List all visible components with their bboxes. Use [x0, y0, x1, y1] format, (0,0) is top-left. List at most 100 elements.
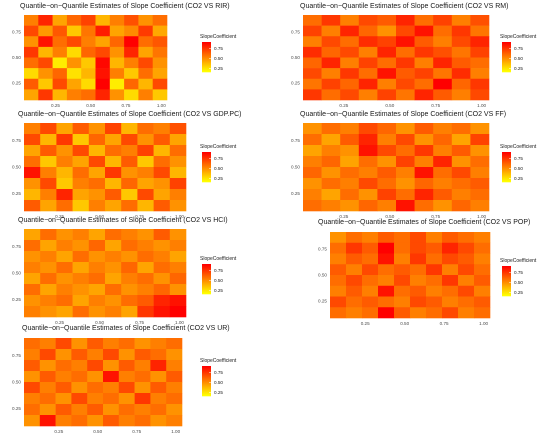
- heatmap-cell: [87, 382, 104, 394]
- heatmap-cell: [346, 253, 363, 265]
- heatmap-cell: [433, 89, 453, 101]
- heatmap-cell: [87, 371, 104, 383]
- heatmap-cell: [88, 229, 106, 241]
- heatmap-cell: [88, 306, 106, 318]
- heatmap-cell: [95, 57, 111, 69]
- heatmap-cell: [66, 89, 82, 101]
- heatmap-cell: [451, 15, 471, 26]
- heatmap-cell: [72, 240, 90, 252]
- heatmap-cell: [56, 306, 73, 318]
- heatmap-cell: [38, 36, 53, 48]
- heatmap-cell: [169, 123, 187, 135]
- heatmap-cell: [38, 46, 53, 58]
- heatmap-cell: [39, 382, 56, 394]
- legend-colorbar-segment: [202, 287, 211, 289]
- legend-colorbar-segment: [502, 171, 511, 173]
- legend-colorbar-segment: [502, 279, 511, 281]
- heatmap-cell: [330, 285, 347, 297]
- heatmap-cell: [24, 273, 41, 285]
- heatmap-cell: [134, 415, 151, 427]
- heatmap-cell: [39, 360, 56, 372]
- heatmap-cell: [124, 68, 139, 80]
- legend-colorbar-segment: [202, 68, 211, 70]
- legend-colorbar-segment: [202, 272, 211, 274]
- legend-colorbar-segment: [202, 49, 211, 51]
- y-tick-label: 0.75: [12, 30, 21, 35]
- heatmap-cell: [72, 178, 90, 190]
- heatmap-cell: [56, 189, 73, 201]
- heatmap-cell: [24, 15, 39, 26]
- heatmap-cell: [71, 404, 88, 416]
- heatmap-cell: [396, 46, 415, 58]
- x-tick-label: 0.75: [122, 103, 131, 108]
- legend-colorbar-segment: [502, 71, 511, 73]
- legend-colorbar-segment: [202, 42, 211, 44]
- legend-colorbar-segment: [202, 276, 211, 278]
- heatmap-cell: [24, 200, 41, 212]
- heatmap-cell: [118, 371, 135, 383]
- y-tick-label: 0.50: [12, 165, 21, 170]
- legend-colorbar-segment: [502, 269, 511, 271]
- legend-title: SlopeCoefficient: [200, 34, 237, 40]
- legend-colorbar-segment: [202, 64, 211, 66]
- heatmap-cell: [414, 46, 434, 58]
- heatmap-cell: [303, 57, 322, 69]
- legend-colorbar-segment: [202, 67, 211, 69]
- heatmap-cell: [121, 251, 138, 263]
- y-tick-label: 0.25: [12, 191, 21, 196]
- legend-colorbar-segment: [202, 58, 211, 60]
- legend-colorbar-segment: [202, 293, 211, 295]
- heatmap-cell: [150, 371, 167, 383]
- heatmap-cell: [474, 253, 491, 265]
- heatmap-cell: [109, 15, 125, 26]
- y-tick-label: 0.75: [12, 138, 21, 143]
- heatmap-cell: [124, 36, 139, 48]
- heatmap-cell: [39, 415, 56, 427]
- heatmap-cell: [88, 178, 106, 190]
- heatmap-cell: [396, 36, 415, 48]
- legend-colorbar-segment: [502, 293, 511, 295]
- heatmap-cell: [72, 123, 90, 135]
- legend-colorbar-segment: [202, 159, 211, 161]
- heatmap-cell: [470, 36, 490, 48]
- heatmap-cell: [103, 382, 120, 394]
- legend-colorbar-segment: [202, 69, 211, 71]
- legend-colorbar-segment: [502, 164, 511, 166]
- heatmap-cell: [105, 262, 122, 274]
- heatmap-cell: [38, 25, 53, 37]
- legend-colorbar-segment: [202, 279, 211, 281]
- legend-colorbar-segment: [202, 63, 211, 65]
- heatmap-cell: [105, 306, 122, 318]
- heatmap-cell: [72, 251, 90, 263]
- legend-colorbar-segment: [502, 267, 511, 269]
- heatmap-cell: [396, 167, 415, 179]
- legend-colorbar-segment: [502, 70, 511, 72]
- heatmap-cell: [410, 275, 427, 287]
- legend-colorbar-segment: [502, 181, 511, 183]
- legend-colorbar-segment: [202, 283, 211, 285]
- heatmap-cell: [169, 295, 187, 307]
- heatmap-cell: [52, 57, 68, 69]
- heatmap-cell: [153, 284, 171, 296]
- heatmap-cell: [414, 36, 434, 48]
- heatmap-cell: [321, 57, 341, 69]
- heatmap-cell: [72, 284, 90, 296]
- heatmap-cell: [153, 306, 171, 318]
- heatmap-cell: [377, 15, 397, 26]
- legend-colorbar-segment: [202, 282, 211, 284]
- legend-colorbar-segment: [202, 388, 211, 390]
- heatmap-cell: [66, 25, 82, 37]
- heatmap-cell: [124, 78, 139, 90]
- legend-colorbar-segment: [202, 162, 211, 164]
- legend-colorbar-segment: [202, 385, 211, 387]
- heatmap-cell: [66, 46, 82, 58]
- heatmap-cell: [458, 307, 475, 319]
- heatmap-cell: [137, 156, 154, 168]
- heatmap-cell: [321, 178, 341, 190]
- legend-colorbar-segment: [202, 56, 211, 58]
- heatmap-cell: [153, 178, 171, 190]
- x-tick-label: 0.25: [55, 214, 64, 219]
- heatmap-cell: [410, 264, 427, 276]
- heatmap-cell: [105, 156, 122, 168]
- heatmap-cell: [109, 78, 125, 90]
